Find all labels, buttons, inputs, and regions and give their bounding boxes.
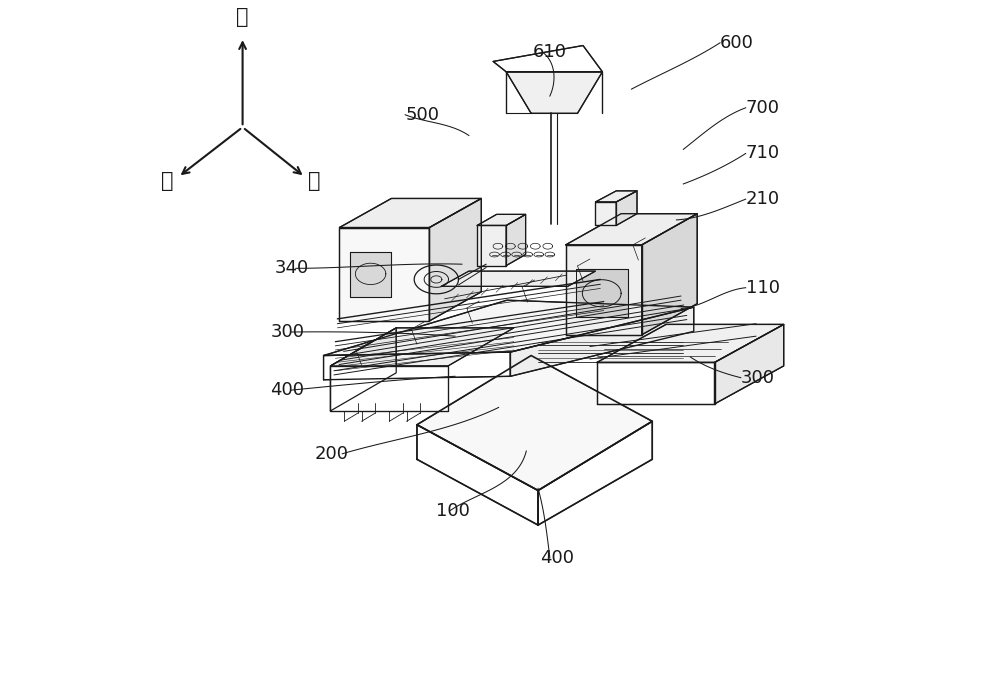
Text: 110: 110	[746, 278, 780, 296]
Polygon shape	[339, 228, 429, 321]
Polygon shape	[324, 352, 510, 380]
Text: 610: 610	[533, 43, 567, 61]
Text: 200: 200	[315, 445, 349, 463]
Polygon shape	[429, 198, 481, 321]
Polygon shape	[339, 198, 481, 228]
Text: 340: 340	[275, 260, 309, 277]
Text: 700: 700	[746, 99, 780, 117]
Text: 300: 300	[270, 323, 304, 341]
Text: 600: 600	[720, 34, 754, 52]
Polygon shape	[493, 45, 602, 72]
Text: 210: 210	[746, 190, 780, 208]
Polygon shape	[566, 245, 642, 335]
Polygon shape	[616, 191, 637, 226]
Text: 500: 500	[405, 106, 439, 124]
Text: 上: 上	[236, 7, 249, 27]
Polygon shape	[477, 214, 526, 226]
Polygon shape	[330, 328, 396, 411]
Polygon shape	[595, 191, 637, 202]
Polygon shape	[566, 214, 697, 245]
Polygon shape	[477, 226, 506, 266]
Polygon shape	[642, 214, 697, 335]
Polygon shape	[538, 421, 652, 525]
Polygon shape	[510, 307, 694, 377]
Polygon shape	[441, 271, 595, 286]
Polygon shape	[350, 252, 391, 296]
Polygon shape	[330, 328, 514, 366]
Polygon shape	[715, 324, 784, 404]
Polygon shape	[506, 214, 526, 266]
Text: 右: 右	[161, 171, 173, 191]
Polygon shape	[324, 300, 694, 356]
Text: 300: 300	[741, 369, 775, 387]
Polygon shape	[595, 202, 616, 226]
Polygon shape	[576, 269, 628, 317]
Polygon shape	[597, 324, 784, 363]
Polygon shape	[330, 366, 448, 411]
Text: 400: 400	[270, 381, 304, 399]
Text: 100: 100	[436, 502, 470, 519]
Polygon shape	[506, 72, 602, 113]
Polygon shape	[597, 363, 715, 404]
Polygon shape	[417, 425, 538, 525]
Polygon shape	[417, 356, 652, 491]
Text: 710: 710	[746, 145, 780, 162]
Text: 400: 400	[540, 548, 574, 567]
Text: 后: 后	[308, 171, 320, 191]
